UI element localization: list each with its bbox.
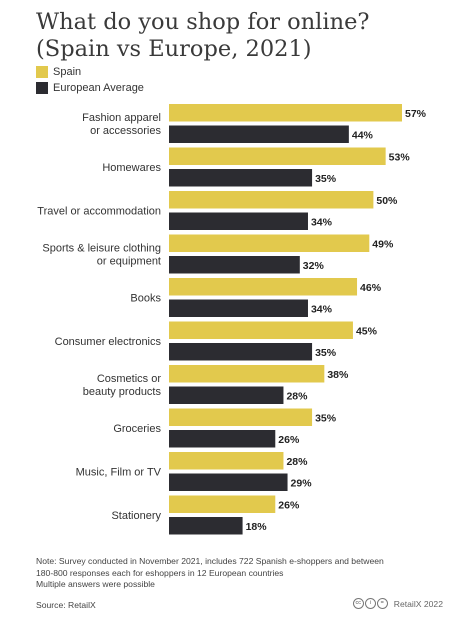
category-label-sports-leisure-clothing-or-equipment: Sports & leisure clothing or equipment [42, 243, 161, 268]
value-label-european-average-music-film-or-tv: 29% [291, 477, 313, 489]
legend-label-spain: Spain [53, 66, 82, 78]
footnote: Note: Survey conducted in November 2021,… [36, 556, 436, 591]
category-label-music-film-or-tv: Music, Film or TV [76, 467, 162, 479]
bar-european-average-fashion-apparel-or-accessories [169, 125, 349, 143]
footnote-line-3: Multiple answers were possible [36, 579, 155, 589]
legend-swatch-european-average [36, 82, 48, 94]
value-label-spain-travel-or-accommodation: 50% [376, 195, 398, 207]
value-label-spain-homewares: 53% [389, 151, 411, 163]
legend-item-spain: Spain [36, 64, 144, 80]
footnote-line-2: 180-800 responses each for eshoppers in … [36, 567, 284, 578]
value-label-european-average-books: 34% [311, 303, 333, 315]
no-derivatives-icon: = [376, 598, 388, 609]
copyright-text: RetailX 2022 [393, 598, 443, 609]
footnote-line-1: Note: Survey conducted in November 2021,… [36, 556, 384, 566]
bar-european-average-travel-or-accommodation [169, 212, 308, 230]
value-label-spain-cosmetics-or-beauty-products: 38% [327, 369, 349, 381]
value-label-spain-fashion-apparel-or-accessories: 57% [405, 108, 427, 120]
source-text: Source: RetailX [36, 600, 96, 610]
value-label-european-average-stationery: 18% [246, 521, 268, 533]
category-label-consumer-electronics: Consumer electronics [55, 336, 162, 348]
bar-spain-books [169, 278, 358, 296]
bar-spain-stationery [169, 495, 276, 513]
category-label-cosmetics-or-beauty-products: Cosmetics or beauty products [83, 373, 162, 398]
value-label-spain-consumer-electronics: 45% [356, 325, 378, 337]
legend-item-european-average: European Average [36, 80, 144, 96]
bar-spain-travel-or-accommodation [169, 191, 374, 209]
bar-spain-fashion-apparel-or-accessories [169, 104, 402, 122]
value-label-european-average-cosmetics-or-beauty-products: 28% [286, 390, 308, 402]
legend-label-european-average: European Average [53, 82, 144, 94]
category-label-fashion-apparel-or-accessories: Fashion apparel or accessories [82, 112, 161, 137]
bar-spain-consumer-electronics [169, 321, 353, 339]
bar-european-average-consumer-electronics [169, 343, 313, 361]
value-label-spain-music-film-or-tv: 28% [286, 456, 308, 468]
bar-european-average-books [169, 299, 308, 317]
bar-european-average-homewares [169, 169, 313, 187]
attribution-icon: i [364, 598, 376, 609]
category-label-travel-or-accommodation: Travel or accommodation [37, 206, 161, 218]
cc-icon: cc [352, 598, 364, 609]
value-label-european-average-consumer-electronics: 35% [315, 347, 337, 359]
bar-european-average-cosmetics-or-beauty-products [169, 386, 284, 404]
bar-spain-music-film-or-tv [169, 452, 284, 470]
bar-spain-homewares [169, 147, 386, 165]
chart-title-line-1: What do you shop for online? [36, 9, 370, 35]
bar-spain-sports-leisure-clothing-or-equipment [169, 234, 370, 252]
value-label-european-average-groceries: 26% [278, 434, 300, 446]
value-label-european-average-travel-or-accommodation: 34% [311, 216, 333, 228]
bar-european-average-music-film-or-tv [169, 473, 288, 491]
chart-title-line-2: (Spain vs Europe, 2021) [36, 36, 312, 62]
bar-spain-cosmetics-or-beauty-products [169, 365, 325, 383]
value-label-spain-groceries: 35% [315, 412, 337, 424]
value-label-spain-books: 46% [360, 282, 382, 294]
bar-european-average-sports-leisure-clothing-or-equipment [169, 256, 300, 274]
value-label-european-average-homewares: 35% [315, 173, 337, 185]
bar-spain-groceries [169, 408, 313, 426]
chart-title: What do you shop for online? (Spain vs E… [36, 9, 456, 63]
category-label-homewares: Homewares [102, 162, 161, 174]
value-label-european-average-fashion-apparel-or-accessories: 44% [352, 129, 374, 141]
value-label-spain-sports-leisure-clothing-or-equipment: 49% [372, 238, 394, 250]
value-label-european-average-sports-leisure-clothing-or-equipment: 32% [303, 260, 325, 272]
value-label-spain-stationery: 26% [278, 499, 300, 511]
category-label-groceries: Groceries [113, 423, 161, 435]
bar-european-average-stationery [169, 517, 243, 535]
category-label-stationery: Stationery [111, 510, 161, 522]
legend-swatch-spain [36, 66, 48, 78]
copyright-block: cc i = RetailX 2022 [352, 598, 443, 609]
chart-legend: Spain European Average [36, 64, 144, 96]
bar-european-average-groceries [169, 430, 276, 448]
category-label-books: Books [130, 293, 161, 305]
creative-commons-icons: cc i = [352, 598, 389, 609]
